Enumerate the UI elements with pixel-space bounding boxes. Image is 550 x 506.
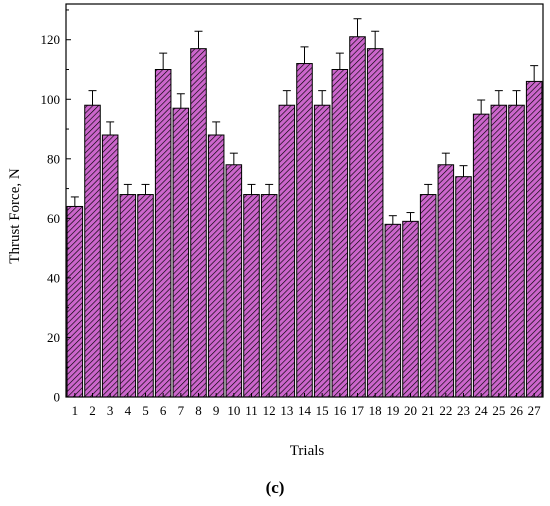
x-tick-label: 14 — [298, 403, 312, 418]
error-bar-trial-2 — [88, 90, 97, 106]
x-tick-label: 25 — [492, 403, 505, 418]
y-tick-label: 120 — [41, 32, 61, 47]
error-bar-trial-11 — [247, 183, 256, 195]
bar-trial-21 — [419, 194, 437, 398]
bar-trial-10 — [225, 164, 243, 398]
error-bar-trial-8 — [194, 30, 203, 49]
x-tick-label: 24 — [475, 403, 489, 418]
error-bar-trial-6 — [159, 52, 168, 70]
bar-trial-2 — [84, 104, 101, 398]
x-tick-label: 8 — [195, 403, 202, 418]
bar-trial-25 — [490, 104, 508, 398]
error-bar-trial-15 — [318, 90, 327, 106]
error-bar-trial-13 — [282, 90, 291, 106]
x-tick-label: 11 — [245, 403, 258, 418]
x-tick-label: 16 — [333, 403, 347, 418]
error-bar-trial-16 — [335, 52, 344, 70]
error-bar-trial-7 — [176, 93, 185, 109]
error-bar-trial-17 — [353, 18, 362, 37]
error-bar-trial-20 — [406, 212, 415, 222]
ticks: 1 2 3 4 5 6 7 8 9 10 11 12 13 14 15 16 17 18 19 20 21 22 23 24 2… — [41, 9, 542, 418]
x-axis-title: Trials — [290, 443, 325, 459]
error-bar-trial-24 — [477, 99, 486, 115]
x-tick-label: 17 — [351, 403, 365, 418]
error-bar-trial-12 — [265, 183, 274, 195]
error-bar-trial-27 — [530, 65, 539, 82]
y-axis-title: Thrust Force, N — [7, 168, 23, 264]
x-tick-label: 12 — [263, 403, 276, 418]
error-bar-trial-23 — [459, 165, 468, 177]
error-bar-trial-22 — [441, 152, 450, 165]
bar-trial-20 — [402, 220, 419, 398]
x-tick-label: 18 — [369, 403, 382, 418]
y-tick-label: 60 — [47, 211, 60, 226]
error-bar-trial-9 — [212, 121, 221, 135]
error-bar-trial-26 — [512, 90, 521, 106]
bar-trial-17 — [349, 36, 366, 398]
bar-trial-5 — [137, 194, 154, 398]
bar-trial-1 — [66, 205, 84, 398]
y-tick-label: 20 — [47, 330, 60, 345]
x-tick-label: 22 — [439, 403, 452, 418]
bar-trial-22 — [437, 164, 455, 398]
x-tick-label: 5 — [142, 403, 149, 418]
x-tick-label: 6 — [160, 403, 167, 418]
error-bar-trial-3 — [106, 121, 115, 135]
x-tick-label: 21 — [422, 403, 435, 418]
bar-trial-19 — [384, 223, 402, 398]
bar-trial-9 — [207, 134, 225, 398]
error-bar-trial-10 — [229, 152, 238, 165]
bar-trial-11 — [243, 194, 260, 398]
error-bar-trial-1 — [70, 196, 79, 207]
bar-trial-23 — [455, 176, 472, 398]
x-tick-label: 23 — [457, 403, 470, 418]
y-tick-label: 40 — [47, 270, 60, 285]
bar-trial-7 — [172, 107, 190, 398]
x-tick-label: 1 — [72, 403, 79, 418]
error-bar-trial-19 — [388, 215, 397, 225]
bar-trial-24 — [472, 113, 490, 398]
bar-trial-3 — [101, 134, 119, 398]
bars — [66, 36, 543, 398]
error-bar-trial-25 — [494, 90, 503, 106]
error-bar-trial-21 — [424, 183, 433, 195]
bar-trial-15 — [313, 104, 331, 398]
x-tick-label: 3 — [107, 403, 114, 418]
x-tick-label: 19 — [386, 403, 399, 418]
error-bar-trial-5 — [141, 183, 150, 195]
x-tick-label: 20 — [404, 403, 417, 418]
error-bars — [70, 18, 539, 225]
bar-trial-6 — [154, 69, 172, 398]
error-bar-trial-18 — [371, 30, 380, 49]
x-tick-label: 27 — [528, 403, 542, 418]
bar-trial-18 — [366, 48, 384, 398]
error-bar-trial-14 — [300, 46, 309, 64]
bar-trial-8 — [190, 48, 207, 398]
y-tick-label: 100 — [41, 92, 61, 107]
y-tick-label: 0 — [54, 390, 61, 405]
error-bar-trial-4 — [123, 183, 132, 195]
x-tick-label: 7 — [178, 403, 185, 418]
bar-trial-12 — [260, 194, 278, 398]
x-tick-label: 26 — [510, 403, 524, 418]
panel-label: (c) — [266, 478, 285, 497]
bar-trial-26 — [508, 104, 525, 398]
bar-trial-14 — [296, 63, 313, 398]
x-tick-label: 13 — [280, 403, 293, 418]
y-tick-label: 80 — [47, 151, 60, 166]
x-tick-label: 15 — [316, 403, 329, 418]
bar-trial-16 — [331, 69, 349, 398]
bar-trial-13 — [278, 104, 296, 398]
bar-trial-27 — [525, 80, 543, 398]
x-tick-label: 2 — [89, 403, 96, 418]
x-tick-label: 10 — [227, 403, 240, 418]
x-tick-label: 9 — [213, 403, 220, 418]
bar-trial-4 — [119, 194, 137, 398]
x-tick-label: 4 — [125, 403, 132, 418]
